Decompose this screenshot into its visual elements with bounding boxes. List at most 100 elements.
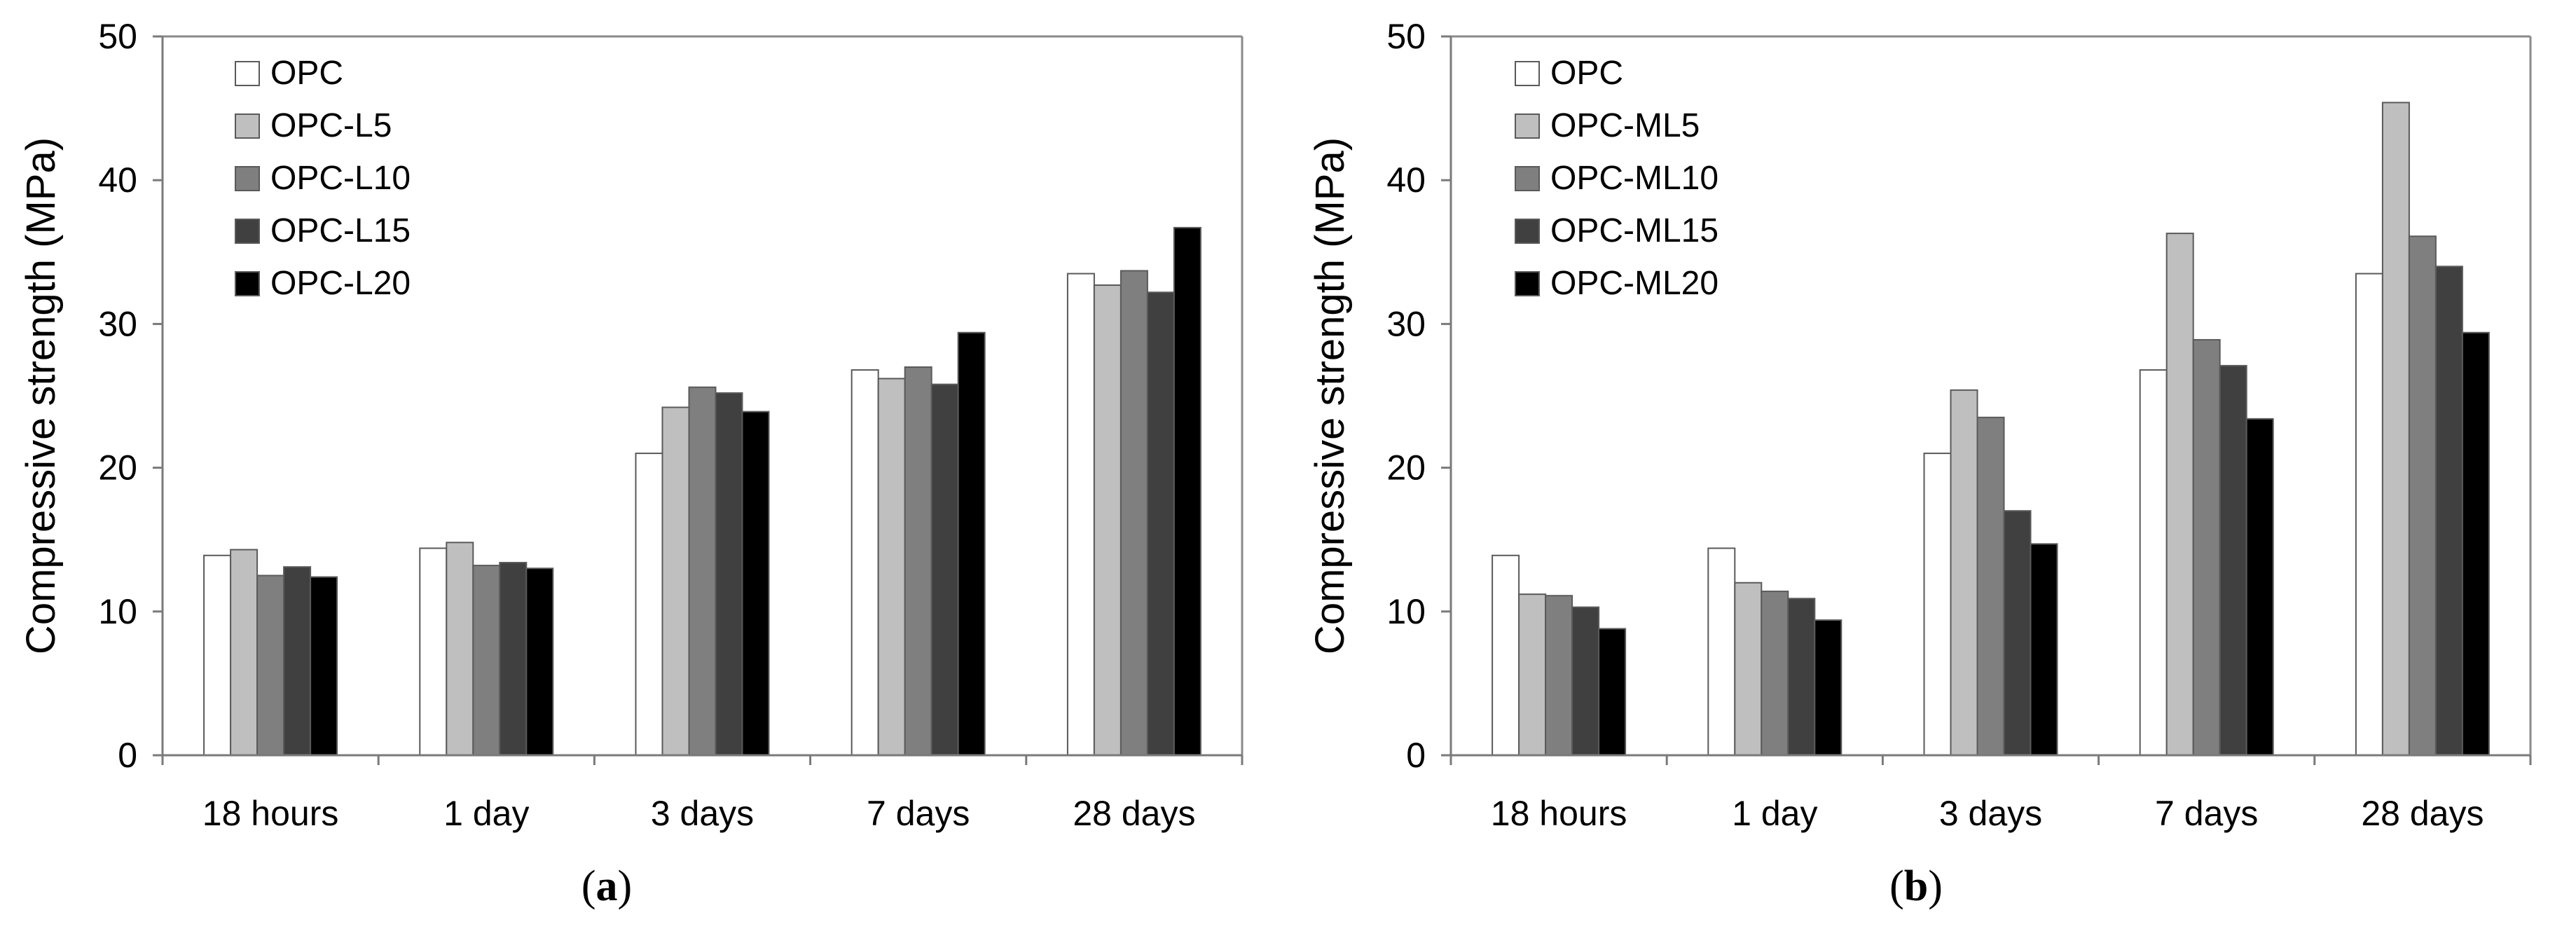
bar-opc-l20-1 — [525, 567, 554, 756]
bar-opc-ml20-0 — [1598, 628, 1627, 757]
y-tick-label: 10 — [1386, 592, 1426, 631]
bar-opc-l10-0 — [256, 574, 285, 756]
bar-opc-l20-3 — [957, 331, 986, 757]
bar-opc-ml15-0 — [1571, 606, 1600, 756]
bar-opc-l15-3 — [930, 383, 959, 756]
bar-opc-4 — [2355, 273, 2383, 756]
bar-opc-l5-2 — [661, 406, 690, 757]
bar-opc-ml10-3 — [2192, 338, 2221, 756]
bar-opc-l10-2 — [688, 386, 717, 756]
legend-swatch-opc-ml10 — [1515, 166, 1540, 191]
legend-label: OPC — [270, 55, 343, 92]
y-tick-label: 50 — [1386, 17, 1426, 56]
bar-opc-0 — [203, 554, 232, 756]
bar-opc-4 — [1066, 273, 1095, 756]
bar-opc-ml15-2 — [2003, 510, 2032, 756]
x-tick-label: 3 days — [1939, 794, 2042, 833]
bar-opc-l5-1 — [446, 542, 474, 757]
bar-opc-ml10-1 — [1761, 591, 1789, 757]
bar-opc-l5-4 — [1093, 284, 1122, 757]
bar-opc-ml5-1 — [1734, 582, 1763, 757]
panel-label-letter: b — [1904, 862, 1928, 910]
legend: OPC OPC-ML5 OPC-ML10 OPC-ML15 OPC-ML20 — [1515, 55, 1719, 302]
x-tick-label: 18 hours — [202, 794, 339, 833]
bar-opc-ml20-3 — [2245, 418, 2274, 756]
legend-label: OPC-ML5 — [1550, 107, 1700, 144]
panel-label-letter: a — [596, 862, 618, 910]
y-tick-label: 10 — [98, 592, 137, 631]
y-tick-label: 20 — [98, 448, 137, 488]
bar-opc-ml5-0 — [1518, 593, 1547, 757]
panel-label-open-paren: ( — [581, 862, 596, 910]
legend-swatch-opc — [235, 61, 260, 86]
x-tick-label: 3 days — [651, 794, 754, 833]
legend-swatch-opc — [1515, 61, 1540, 86]
bar-opc-l10-3 — [904, 366, 932, 756]
bar-opc-ml15-1 — [1787, 598, 1816, 756]
bar-opc-l15-1 — [499, 562, 528, 756]
y-tick-label: 40 — [1386, 160, 1426, 200]
legend-swatch-opc-l5 — [235, 113, 260, 139]
y-tick-label: 50 — [98, 17, 137, 56]
y-tick-label: 30 — [1386, 304, 1426, 343]
bar-opc-3 — [2139, 369, 2168, 756]
bar-opc-2 — [1923, 453, 1952, 757]
y-tick-label: 30 — [98, 304, 137, 343]
legend: OPC OPC-L5 OPC-L10 OPC-L15 OPC-L20 — [235, 55, 411, 302]
chart-panel-a: 0 10 20 30 40 50 18 hours 1 day 3 days 7 days 28 d… — [18, 17, 1244, 910]
bar-opc-ml20-2 — [2030, 543, 2058, 757]
bar-opc-l10-4 — [1120, 270, 1148, 756]
bar-opc-ml5-3 — [2165, 233, 2194, 756]
y-tick-label: 20 — [1386, 448, 1426, 488]
bar-opc-l15-4 — [1146, 291, 1175, 757]
bar-opc-ml20-1 — [1814, 619, 1843, 756]
y-tick-label: 0 — [118, 736, 137, 775]
bar-opc-2 — [635, 453, 663, 757]
bar-opc-l20-2 — [741, 411, 770, 757]
legend-label: OPC-L20 — [270, 265, 411, 302]
panel-label-close-paren: ) — [1928, 862, 1943, 910]
panel-label-close-paren: ) — [618, 862, 633, 910]
legend-swatch-opc-ml20 — [1515, 271, 1540, 296]
bar-opc-1 — [1707, 547, 1736, 757]
bar-opc-l10-1 — [472, 565, 501, 756]
y-tick-label: 0 — [1406, 736, 1426, 775]
legend-label: OPC-ML10 — [1550, 160, 1719, 197]
bar-opc-ml20-4 — [2461, 331, 2490, 757]
bar-opc-l5-3 — [877, 378, 906, 756]
bar-opc-ml15-3 — [2219, 364, 2247, 756]
bar-opc-l5-0 — [230, 549, 259, 757]
panel-label-open-paren: ( — [1889, 862, 1904, 910]
legend-swatch-opc-l10 — [235, 166, 260, 191]
x-tick-label: 18 hours — [1491, 794, 1627, 833]
bar-opc-3 — [850, 369, 879, 756]
legend-swatch-opc-ml15 — [1515, 219, 1540, 244]
legend-swatch-opc-l15 — [235, 219, 260, 244]
y-axis-title: Compressive strength (MPa) — [1307, 137, 1353, 654]
bar-opc-ml5-2 — [1950, 389, 1978, 756]
x-tick-label: 7 days — [867, 794, 970, 833]
y-axis-title: Compressive strength (MPa) — [18, 137, 64, 654]
legend-label: OPC-L5 — [270, 107, 392, 144]
legend-label: OPC-ML15 — [1550, 212, 1719, 249]
x-tick-label: 28 days — [2361, 794, 2484, 833]
bar-opc-l20-0 — [310, 576, 338, 756]
panel-label: (b) — [1889, 862, 1943, 910]
x-tick-label: 1 day — [1732, 794, 1817, 833]
bar-opc-l15-0 — [283, 566, 312, 756]
bar-opc-l15-2 — [715, 392, 743, 756]
legend-label: OPC — [1550, 55, 1623, 92]
y-tick-label: 40 — [98, 160, 137, 200]
x-tick-label: 7 days — [2155, 794, 2258, 833]
panel-label: (a) — [581, 862, 632, 910]
legend-swatch-opc-l20 — [235, 271, 260, 296]
bar-opc-ml10-4 — [2408, 235, 2437, 756]
bar-opc-ml15-4 — [2434, 266, 2463, 756]
bar-opc-ml5-4 — [2381, 102, 2410, 756]
x-tick-label: 28 days — [1073, 794, 1195, 833]
bar-opc-1 — [419, 547, 448, 757]
legend-label: OPC-L15 — [270, 212, 411, 249]
legend-label: OPC-ML20 — [1550, 265, 1719, 302]
